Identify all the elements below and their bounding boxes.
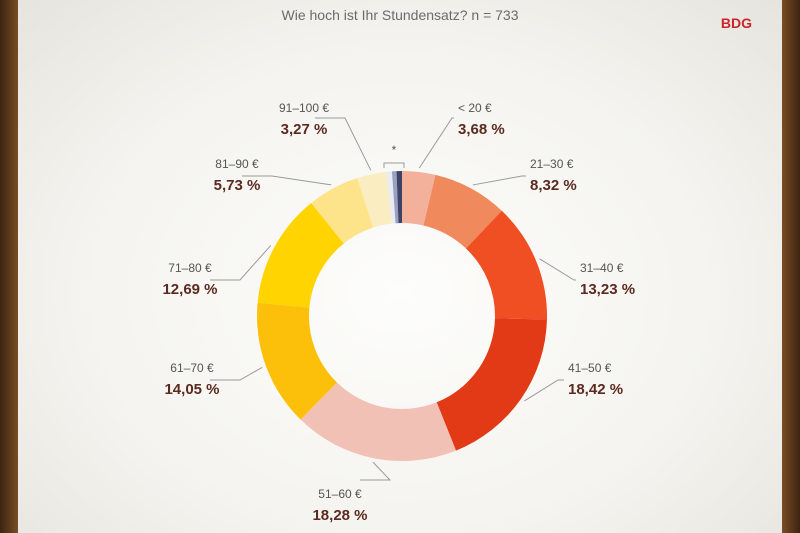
donut-slice-1: [423, 174, 502, 249]
slice-category-label-0: < 20 €: [458, 101, 492, 115]
leader-line-5: [210, 366, 263, 381]
donut-slice-3: [436, 318, 547, 451]
leader-line-6: [210, 245, 272, 281]
leader-line-3: [524, 379, 564, 402]
screen-frame-right: [782, 0, 800, 533]
slice-category-label-3: 41–50 €: [568, 361, 612, 375]
slice-value-label-8: 3,27 %: [281, 121, 328, 138]
slice-category-label-2: 31–40 €: [580, 261, 624, 275]
slice-category-label-8: 91–100 €: [279, 101, 329, 115]
leader-line-1: [472, 175, 526, 186]
donut-slice-8: [357, 171, 393, 228]
slice-category-label-5: 61–70 €: [170, 361, 214, 375]
small-slices-bracket: [383, 162, 405, 168]
leader-line-7: [242, 175, 332, 186]
slice-category-label-7: 81–90 €: [215, 157, 259, 171]
brand-logo: BDG: [721, 15, 752, 31]
leader-line-8: [315, 117, 372, 171]
slice-value-label-5: 14,05 %: [164, 381, 219, 398]
slice-value-label-1: 8,32 %: [530, 177, 577, 194]
screen-frame-left: [0, 0, 18, 533]
slice-value-label-0: 3,68 %: [458, 121, 505, 138]
donut-slice-11: [396, 171, 402, 224]
donut-slice-5: [257, 302, 337, 420]
donut-slice-7: [311, 178, 374, 244]
leader-line-4: [360, 461, 392, 481]
slice-value-label-2: 13,23 %: [580, 281, 635, 298]
leader-line-0: [418, 117, 454, 169]
donut-slice-2: [465, 210, 547, 320]
donut-slice-4: [300, 382, 456, 461]
donut-slice-9: [386, 171, 396, 224]
slice-value-label-3: 18,42 %: [568, 381, 623, 398]
slice-category-label-1: 21–30 €: [530, 157, 574, 171]
slice-category-label-4: 51–60 €: [318, 487, 362, 501]
slice-labels: < 20 € 3,68 % 21–30 € 8,32 % 31–40 € 13,23 % 4…: [162, 101, 635, 524]
chart-title: Wie hoch ist Ihr Stundensatz? n = 733: [282, 7, 519, 23]
slice-value-label-6: 12,69 %: [162, 281, 217, 298]
donut-slice-0: [402, 171, 436, 226]
small-slices-marker: *: [383, 143, 405, 168]
slice-category-label-6: 71–80 €: [168, 261, 212, 275]
slice-value-label-4: 18,28 %: [312, 507, 367, 524]
donut-slice-6: [257, 202, 344, 308]
leader-line-2: [539, 258, 576, 281]
small-slices-asterisk: *: [392, 143, 397, 157]
slice-value-label-7: 5,73 %: [214, 177, 261, 194]
donut-slices: [257, 171, 547, 461]
donut-slice-10: [391, 171, 399, 224]
